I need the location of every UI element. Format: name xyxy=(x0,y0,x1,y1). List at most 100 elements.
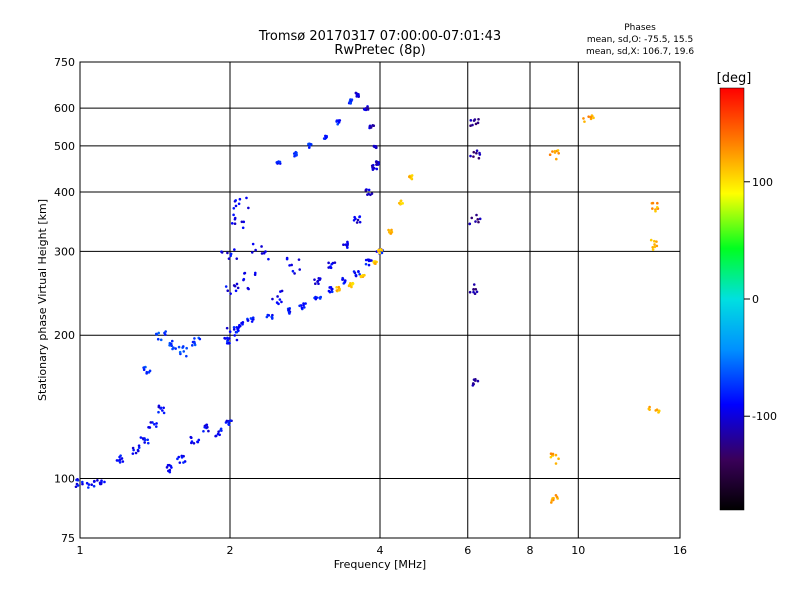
data-point xyxy=(366,106,369,109)
data-point xyxy=(370,164,374,168)
data-point xyxy=(169,342,173,346)
data-point xyxy=(137,446,141,449)
data-point xyxy=(330,262,333,266)
data-points xyxy=(74,91,661,504)
grid-lines xyxy=(80,62,680,538)
data-point xyxy=(237,325,241,328)
data-point xyxy=(219,427,223,431)
data-point xyxy=(554,157,558,161)
data-point xyxy=(550,501,553,504)
data-point xyxy=(327,266,330,269)
data-point xyxy=(242,278,245,282)
data-point xyxy=(165,466,169,469)
data-point xyxy=(226,251,229,255)
data-point xyxy=(172,346,175,349)
data-point xyxy=(357,270,360,273)
data-point xyxy=(550,499,554,502)
data-point xyxy=(307,146,311,149)
data-point xyxy=(553,151,557,154)
data-point xyxy=(198,337,202,341)
data-point xyxy=(232,284,236,287)
data-point xyxy=(554,453,558,457)
data-point xyxy=(380,251,384,255)
data-point xyxy=(477,156,481,160)
data-point xyxy=(358,215,361,219)
data-point xyxy=(146,438,150,442)
data-point xyxy=(275,161,279,164)
data-point xyxy=(232,213,235,217)
data-point xyxy=(375,160,378,164)
data-point xyxy=(136,449,140,453)
colorbar-label: [deg] xyxy=(717,71,752,86)
data-point xyxy=(375,167,379,171)
data-point xyxy=(476,218,480,221)
data-point xyxy=(287,308,291,311)
data-point xyxy=(473,118,477,121)
data-point xyxy=(549,455,553,459)
data-point xyxy=(190,441,193,445)
data-point xyxy=(267,257,270,261)
data-point xyxy=(587,115,590,118)
data-point xyxy=(193,341,196,345)
data-point xyxy=(189,435,193,439)
data-point xyxy=(318,278,322,281)
data-point xyxy=(297,258,301,261)
data-point xyxy=(477,117,480,121)
data-point xyxy=(350,283,354,286)
y-tick-label: 400 xyxy=(54,186,75,199)
data-point xyxy=(288,264,291,267)
data-point xyxy=(291,269,295,273)
data-point xyxy=(330,288,333,291)
data-point xyxy=(270,317,274,320)
data-point xyxy=(148,426,152,429)
data-point xyxy=(367,188,371,192)
data-point xyxy=(227,341,230,345)
x-tick-label: 10 xyxy=(571,544,585,557)
data-point xyxy=(132,448,135,452)
data-point xyxy=(203,425,207,429)
data-point xyxy=(335,289,339,292)
data-point xyxy=(229,419,232,422)
data-point xyxy=(217,430,220,433)
data-point xyxy=(651,201,655,205)
data-point xyxy=(366,193,369,196)
data-point xyxy=(293,272,296,275)
data-point xyxy=(475,151,478,155)
data-point xyxy=(335,120,338,123)
data-point xyxy=(162,411,166,415)
data-point xyxy=(275,301,279,304)
data-point xyxy=(316,279,320,283)
data-point xyxy=(378,251,382,255)
colorbar-tick-label: 100 xyxy=(752,176,773,189)
data-point xyxy=(235,282,239,286)
data-point xyxy=(131,446,135,450)
data-point xyxy=(314,282,317,286)
data-point xyxy=(356,218,360,222)
data-point xyxy=(245,196,248,200)
data-point xyxy=(76,477,79,481)
data-point xyxy=(295,151,298,155)
data-point xyxy=(230,222,234,225)
y-tick-label: 300 xyxy=(54,245,75,258)
data-point xyxy=(355,95,359,98)
data-point xyxy=(288,312,291,315)
data-point xyxy=(157,410,160,414)
data-point xyxy=(472,150,476,154)
data-point xyxy=(324,134,327,138)
data-point xyxy=(236,328,239,331)
data-point xyxy=(471,382,475,385)
data-point xyxy=(238,197,242,201)
data-point xyxy=(87,483,91,486)
data-point xyxy=(359,275,363,279)
data-point xyxy=(293,154,296,158)
data-point xyxy=(253,271,257,275)
data-point xyxy=(250,251,254,254)
data-point xyxy=(229,254,232,258)
data-point xyxy=(193,337,196,340)
data-point xyxy=(142,368,146,372)
data-point xyxy=(260,252,264,255)
data-point xyxy=(264,250,267,253)
data-point xyxy=(280,300,283,304)
data-point xyxy=(300,306,304,310)
data-point xyxy=(471,123,474,127)
